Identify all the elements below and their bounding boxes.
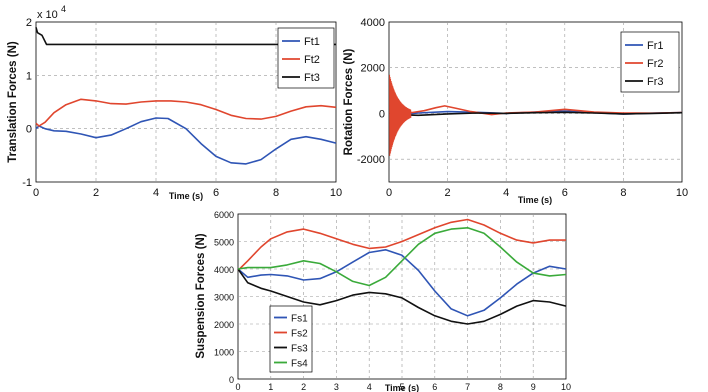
y-axis-label-rotation: Rotation Forces (N) (343, 48, 355, 155)
x-tick-label: 6 (432, 382, 437, 392)
x-tick-label: 4 (367, 382, 372, 392)
y-axis-label-translation: Translation Forces (N) (7, 41, 19, 163)
series-line-ft3 (35, 27, 336, 46)
series-line-fs1 (237, 249, 567, 317)
x-tick-label: 2 (93, 187, 99, 199)
x-tick-label: 9 (531, 382, 536, 392)
y-tick-label: 0 (26, 124, 32, 136)
x-tick-label: 0 (386, 187, 392, 199)
legend-label: Ft1 (304, 36, 320, 48)
y-tick-label: 1000 (214, 348, 234, 358)
x-tick-label: 8 (273, 187, 279, 199)
series-transient-fr2 (389, 74, 412, 156)
legend-suspension: Fs1 Fs2 Fs3 Fs4 (269, 305, 313, 373)
x-tick-label: 10 (561, 382, 571, 392)
y-tick-label: 6000 (214, 210, 234, 220)
legend-label: Fs4 (291, 359, 308, 370)
legend-label: Fs1 (291, 314, 308, 325)
y-exponent-power: 4 (61, 4, 66, 14)
legend-label: Fr3 (647, 76, 664, 88)
series-line-ft2 (35, 98, 337, 127)
y-tick-label: 3000 (214, 293, 234, 303)
x-tick-label: 2 (301, 382, 306, 392)
x-tick-label: 7 (465, 382, 470, 392)
series-line-fs2 (237, 218, 566, 271)
x-tick-label: 10 (330, 187, 342, 199)
legend-label: Fr1 (647, 40, 664, 52)
x-tick-label: 3 (334, 382, 339, 392)
y-exponent-label: x 10 (37, 9, 58, 21)
legend-rotation: Fr1 Fr2 Fr3 (620, 31, 680, 93)
x-tick-label: 10 (676, 187, 688, 199)
series-line-fs4 (237, 227, 567, 287)
y-tick-label: 2 (26, 17, 32, 29)
x-axis-label-suspension: Time (s) (385, 383, 419, 392)
legend-label: Ft2 (304, 54, 320, 66)
y-tick-label: 1 (26, 70, 32, 82)
rotation-forces-chart: 0 2 4 6 8 10 -2000 0 2000 4000 Rotation Forces (N… (343, 17, 688, 205)
legend-label: Fs3 (291, 344, 308, 355)
y-tick-label: 0 (229, 375, 234, 385)
y-tick-label: -2000 (357, 154, 385, 166)
series-line-fs3 (237, 268, 567, 325)
legend-label: Ft3 (304, 72, 320, 84)
y-axis-label-suspension: Suspension Forces (N) (195, 233, 207, 358)
legend-label: Fs2 (291, 329, 308, 340)
x-tick-label: 0 (33, 187, 39, 199)
y-tick-label: -1 (22, 177, 32, 189)
x-tick-label: 8 (498, 382, 503, 392)
legend-translation: Ft1 Ft2 Ft3 (277, 27, 335, 89)
legend-box (277, 27, 335, 89)
x-tick-label: 6 (562, 187, 568, 199)
y-tick-label: 5000 (214, 238, 234, 248)
x-tick-label: 4 (503, 187, 509, 199)
x-tick-label: 0 (235, 382, 240, 392)
x-tick-label: 8 (620, 187, 626, 199)
legend-label: Fr2 (647, 58, 664, 70)
x-tick-label: 2 (445, 187, 451, 199)
x-tick-label: 1 (268, 382, 273, 392)
x-tick-label: 5 (399, 382, 404, 392)
y-tick-label: 0 (379, 108, 385, 120)
x-tick-label: 6 (213, 187, 219, 199)
y-tick-label: 2000 (214, 320, 234, 330)
x-axis-label-translation: Time (s) (169, 191, 203, 201)
y-tick-label: 2000 (361, 63, 385, 75)
x-axis-label-rotation: Time (s) (518, 195, 552, 205)
x-tick-label: 4 (153, 187, 159, 199)
y-tick-label: 4000 (361, 17, 385, 29)
series-line-fr3 (388, 111, 683, 117)
suspension-forces-chart: 0 1 2 3 4 5 6 7 8 9 10 0 1000 2000 3000 4000 5000 6000 Su… (195, 210, 571, 392)
y-tick-label: 4000 (214, 265, 234, 275)
series-line-ft1 (35, 117, 337, 165)
legend-box (620, 31, 680, 93)
